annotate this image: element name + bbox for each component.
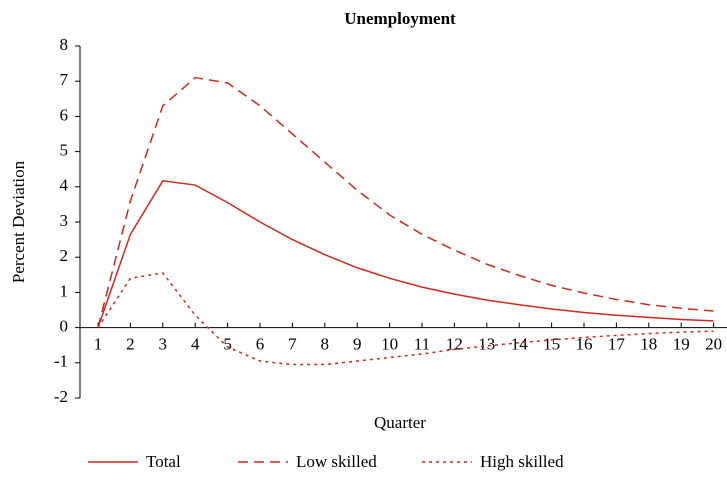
x-tick-label: 6 — [256, 335, 265, 354]
y-tick-label: 1 — [60, 281, 69, 300]
x-tick-label: 15 — [543, 335, 560, 354]
x-tick-label: 17 — [608, 335, 626, 354]
x-tick-label: 19 — [673, 335, 690, 354]
x-tick-label: 2 — [126, 335, 135, 354]
x-tick-label: 1 — [94, 335, 103, 354]
x-tick-label: 10 — [381, 335, 398, 354]
y-axis-label: Percent Deviation — [9, 160, 28, 283]
x-tick-label: 11 — [414, 335, 430, 354]
x-tick-label: 9 — [353, 335, 362, 354]
y-tick-label: 7 — [60, 70, 69, 89]
x-tick-label: 7 — [288, 335, 297, 354]
legend-label: High skilled — [480, 452, 564, 471]
y-tick-label: 4 — [60, 176, 69, 195]
chart-title: Unemployment — [344, 9, 456, 28]
y-tick-label: 3 — [60, 211, 69, 230]
x-tick-label: 8 — [321, 335, 330, 354]
y-tick-label: -2 — [54, 387, 68, 406]
data-line — [97, 272, 714, 366]
x-tick-label: 13 — [478, 335, 495, 354]
x-tick-label: 18 — [640, 335, 657, 354]
x-tick-label: 5 — [223, 335, 232, 354]
data-line — [97, 76, 714, 328]
x-tick-label: 12 — [446, 335, 463, 354]
y-tick-label: 5 — [60, 141, 69, 160]
data-line — [97, 180, 714, 328]
legend-label: Low skilled — [296, 452, 377, 471]
x-axis-label: Quarter — [374, 413, 426, 432]
x-tick-label: 3 — [159, 335, 168, 354]
x-tick-label: 16 — [576, 335, 593, 354]
x-tick-label: 20 — [705, 335, 722, 354]
y-tick-label: -1 — [54, 352, 68, 371]
x-tick-label: 14 — [511, 335, 529, 354]
y-tick-label: 2 — [60, 246, 69, 265]
y-tick-label: 6 — [60, 105, 69, 124]
x-tick-label: 4 — [191, 335, 200, 354]
y-tick-label: 0 — [60, 317, 69, 336]
y-tick-label: 8 — [60, 35, 69, 54]
legend-label: Total — [146, 452, 181, 471]
